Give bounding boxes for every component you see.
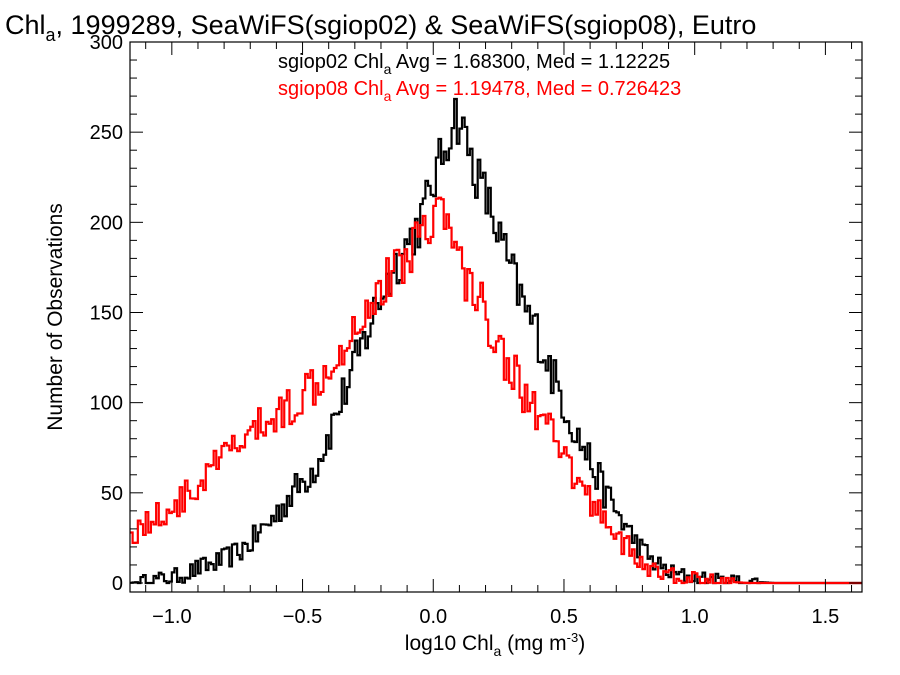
plot-area: −1.0 −0.5 0.0 0.5 1.0 1.5 0 50 100 150 200 250 300 <box>90 32 863 628</box>
x-axis-label: log10 Chla (mg m-3) <box>405 630 585 659</box>
x-tick-label: 1.0 <box>681 606 709 628</box>
y-tick-label: 50 <box>101 483 123 505</box>
annotations: sgiop02 Chla Avg = 1.68300, Med = 1.1222… <box>278 51 681 104</box>
y-tick-label: 0 <box>112 573 123 595</box>
annotation-text: Avg = 1.19478, Med = 0.726423 <box>391 78 681 100</box>
x-tick-label: 0.5 <box>550 606 578 628</box>
histogram-series-sgiop08 <box>130 196 862 585</box>
x-tick-label: −0.5 <box>283 606 322 628</box>
xlabel-superscript: -3 <box>567 630 579 645</box>
x-tick-label: 0.0 <box>419 606 447 628</box>
y-tick-label: 150 <box>90 302 123 324</box>
annotation-prefix: sgiop02 Chl <box>278 51 384 73</box>
x-tick-label: 1.5 <box>811 606 839 628</box>
plot-frame <box>129 41 863 593</box>
xlabel-rest: (mg m <box>501 632 566 655</box>
chart-title: Chla, 1999289, SeaWiFS(sgiop02) & SeaWiF… <box>5 10 756 45</box>
annotation-text: Avg = 1.68300, Med = 1.12225 <box>391 51 670 73</box>
annotation-prefix: sgiop08 Chl <box>278 78 384 100</box>
y-tick-label: 250 <box>90 122 123 144</box>
y-axis-label: Number of Observations <box>44 203 67 431</box>
annotation-stats-1: sgiop02 Chla Avg = 1.68300, Med = 1.1222… <box>278 51 670 77</box>
annotation-subscript: a <box>384 88 392 104</box>
title-base: Chl <box>5 10 46 40</box>
title-rest: , 1999289, SeaWiFS(sgiop02) & SeaWiFS(sg… <box>56 10 757 40</box>
x-tick-label: −1.0 <box>152 606 191 628</box>
y-tick-label: 200 <box>90 212 123 234</box>
annotation-stats-2: sgiop08 Chla Avg = 1.19478, Med = 0.7264… <box>278 78 681 104</box>
xlabel-close: ) <box>578 632 585 655</box>
xlabel-base: log10 Chl <box>405 632 494 655</box>
annotation-subscript: a <box>384 61 392 77</box>
y-tick-label: 300 <box>90 32 123 54</box>
title-subscript: a <box>46 25 57 45</box>
xlabel-subscript: a <box>494 643 502 659</box>
y-tick-label: 100 <box>90 393 123 415</box>
